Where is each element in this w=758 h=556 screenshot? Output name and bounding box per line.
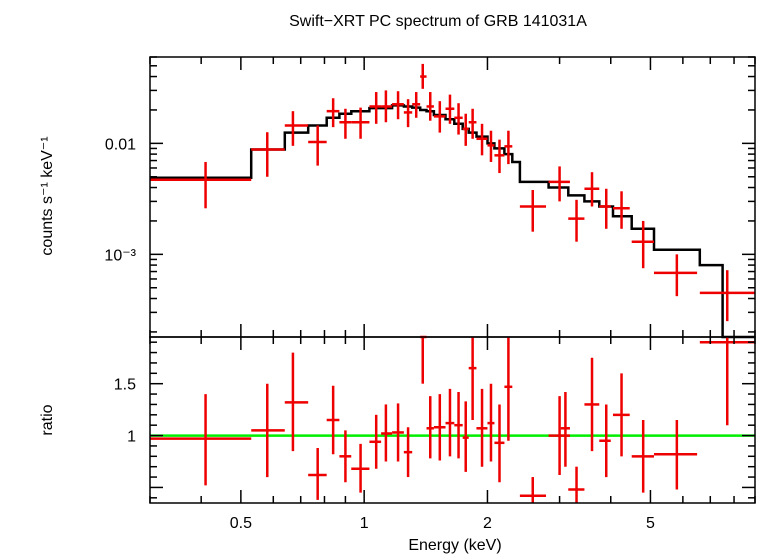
bottom-y-axis-label: ratio: [39, 404, 56, 435]
x-axis-label: Energy (keV): [408, 537, 501, 554]
model-step-line: [150, 104, 755, 339]
chart-title: Swift−XRT PC spectrum of GRB 141031A: [289, 13, 587, 30]
y-tick-label: 1.5: [114, 377, 136, 394]
spectrum-frame: [149, 56, 756, 338]
x-tick-label: 0.5: [230, 515, 252, 532]
spectrum-panel: 0.01 10⁻³: [104, 56, 756, 339]
y-tick-label: 0.01: [105, 136, 136, 153]
top-y-axis-label: counts s⁻¹ keV⁻¹: [39, 136, 56, 255]
y-tick-label: 1: [127, 429, 136, 446]
ratio-frame: [149, 336, 756, 504]
x-tick-label: 2: [483, 515, 492, 532]
ratio-panel: 0.5 1 2 5 1 1.5: [114, 335, 756, 532]
x-tick-label: 1: [360, 515, 369, 532]
y-tick-label: 10⁻³: [104, 247, 136, 264]
x-tick-label: 5: [646, 515, 655, 532]
